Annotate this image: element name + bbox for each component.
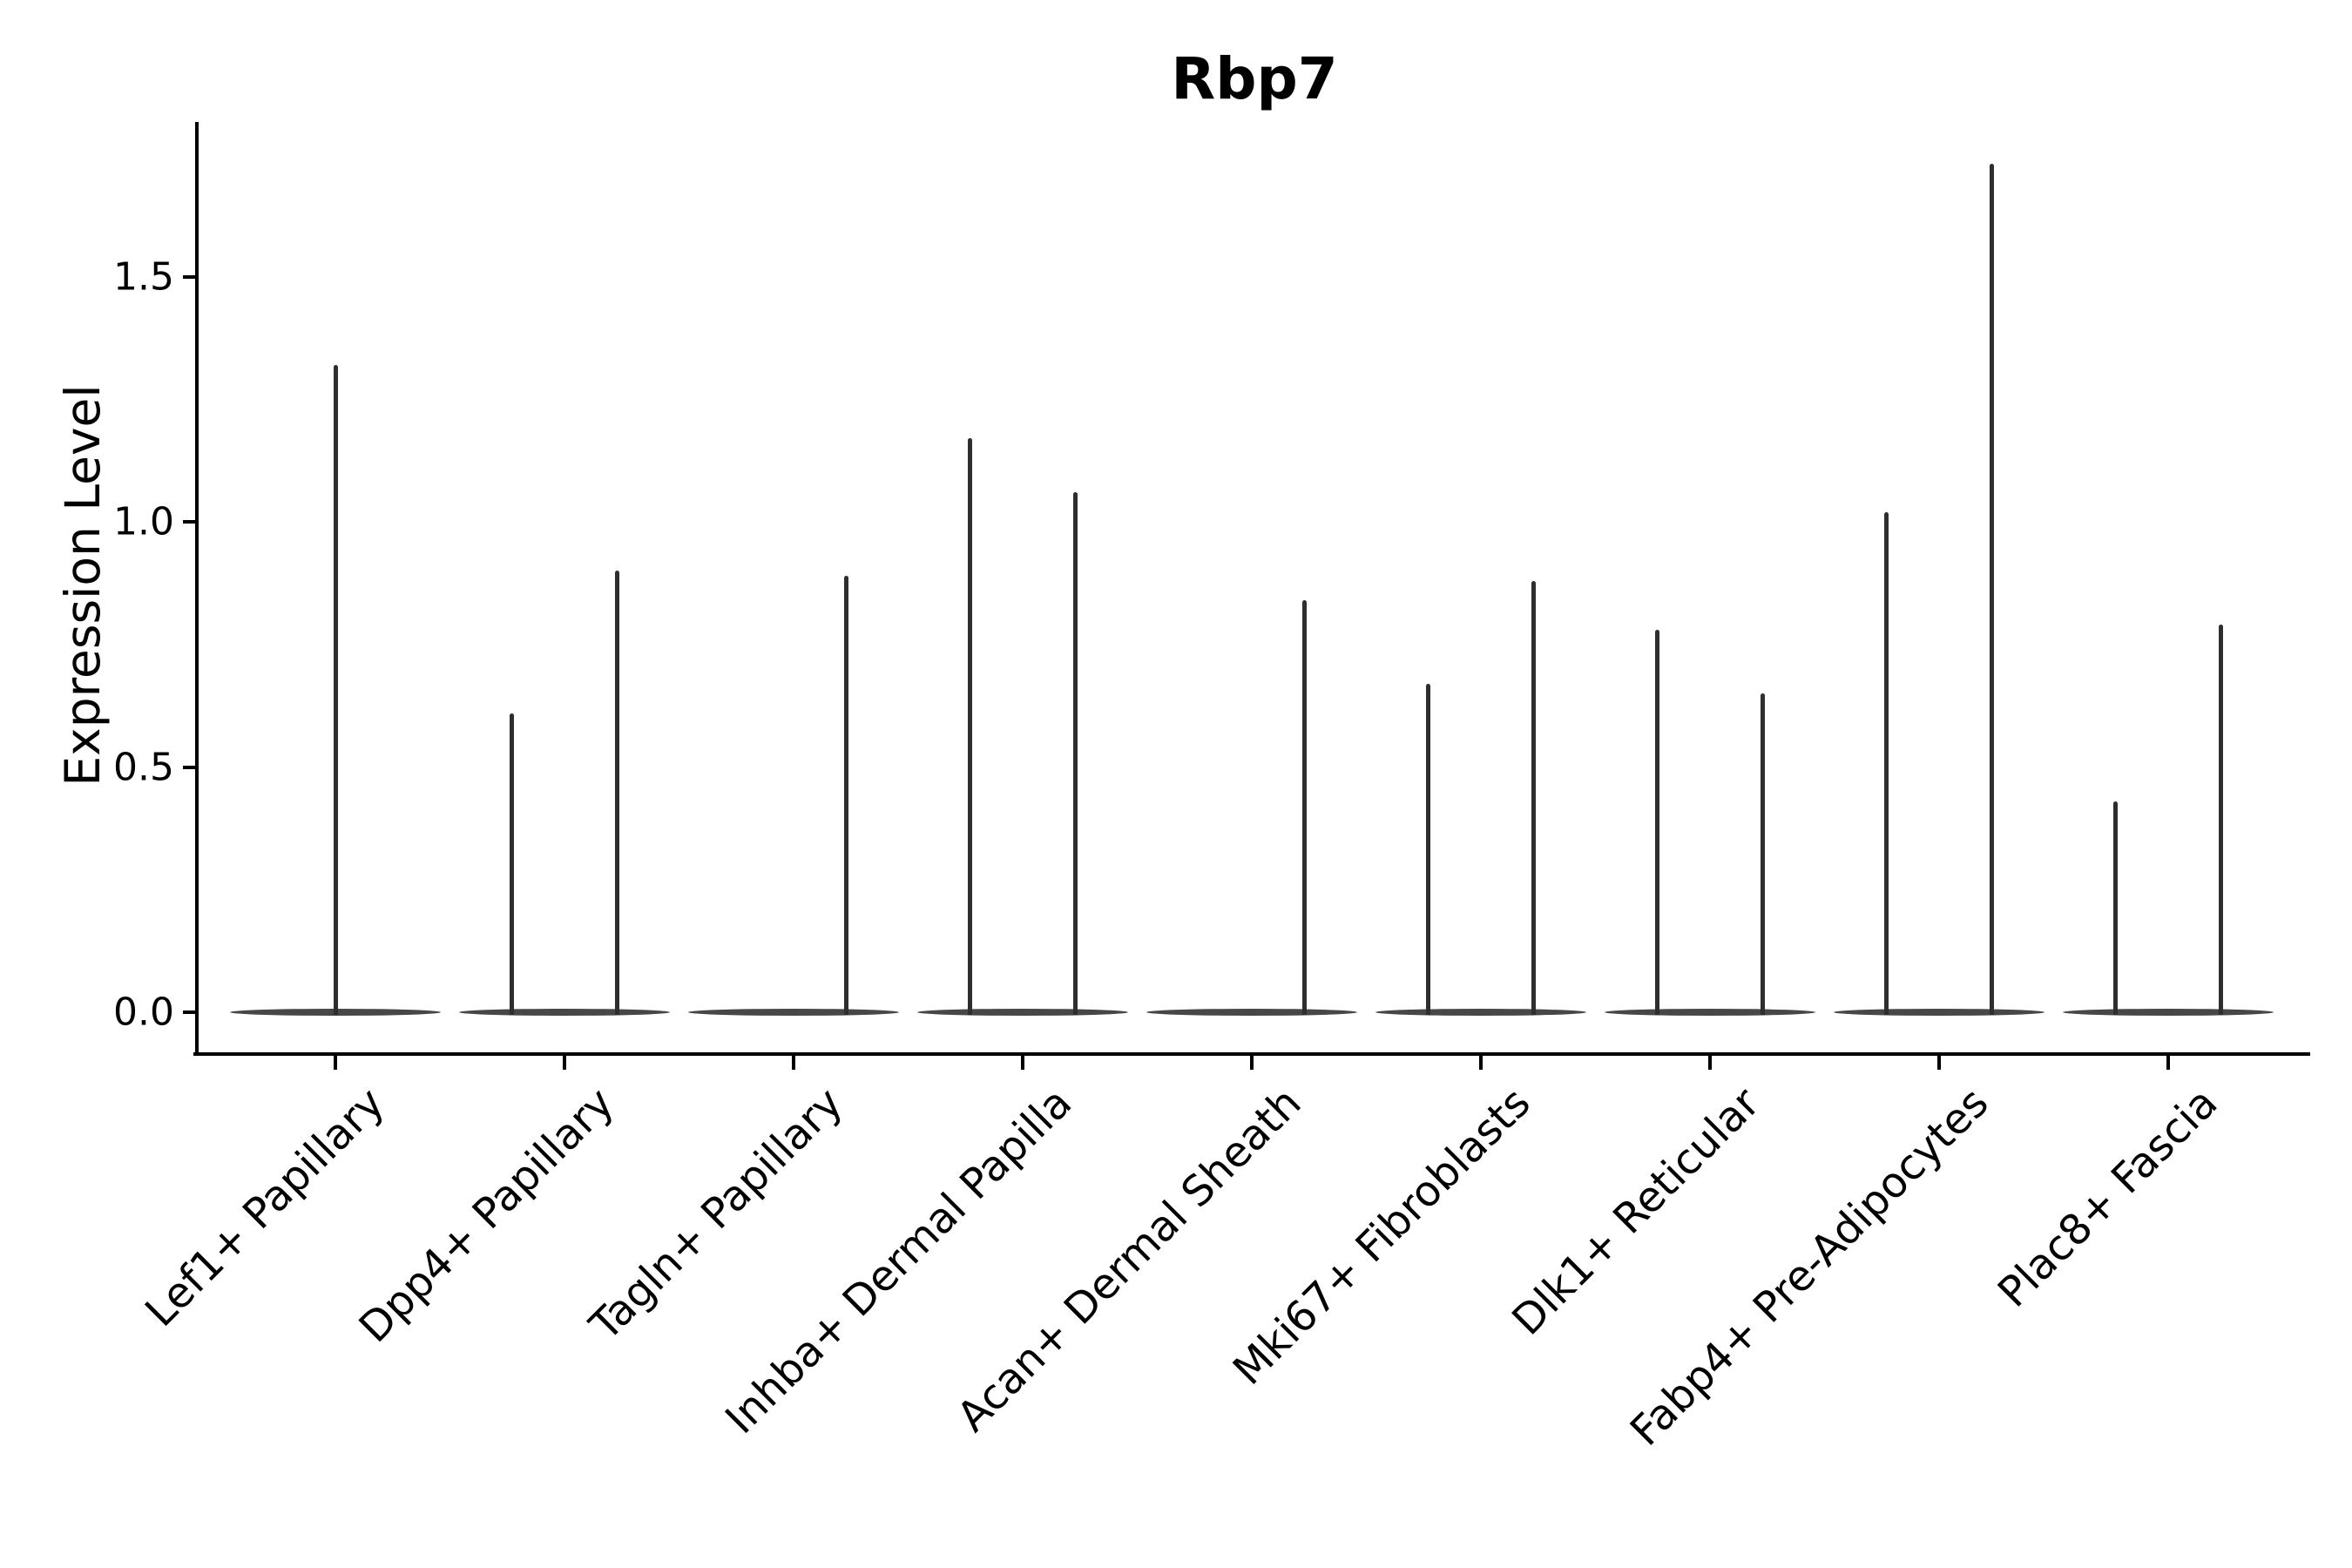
x-axis-tick <box>563 1056 566 1070</box>
y-axis-tick-label: 0.0 <box>113 990 174 1035</box>
violin-spike <box>2219 625 2223 1015</box>
x-axis-tick-label: Tagln+ Papillary <box>580 1078 853 1350</box>
violin-spike <box>1761 693 1765 1015</box>
y-axis-tick <box>183 520 197 524</box>
violin-spike <box>1884 511 1889 1015</box>
violin-spike <box>844 575 848 1015</box>
y-axis-label: Expression Level <box>55 384 111 787</box>
violin-spike <box>1990 164 1994 1015</box>
x-axis-tick <box>2166 1056 2170 1070</box>
y-axis-line <box>195 122 199 1056</box>
x-axis-tick-label: Dpp4+ Papillary <box>349 1078 624 1353</box>
y-axis-tick <box>183 765 197 769</box>
x-axis-tick-label: Dlk1+ Reticular <box>1502 1078 1769 1345</box>
x-axis-tick-label: Plac8+ Fascia <box>1989 1078 2227 1317</box>
violin-spike <box>968 438 972 1015</box>
x-axis-line <box>193 1052 2310 1056</box>
violin-spike <box>1302 600 1307 1015</box>
y-axis-tick-label: 1.0 <box>113 499 174 544</box>
violin-spike <box>1655 629 1659 1015</box>
violin-baseline <box>459 1009 670 1016</box>
violin-baseline <box>917 1009 1128 1016</box>
x-axis-tick <box>1708 1056 1712 1070</box>
violin-spike <box>2113 801 2118 1015</box>
x-axis-tick <box>1021 1056 1024 1070</box>
violin-baseline <box>1375 1009 1586 1016</box>
x-axis-tick <box>1479 1056 1483 1070</box>
x-axis-tick-label: Lef1+ Papillary <box>136 1078 395 1336</box>
violin-baseline <box>2063 1009 2274 1016</box>
violin-spike <box>1426 683 1430 1015</box>
y-axis-tick <box>183 274 197 279</box>
violin-spike <box>1073 492 1078 1015</box>
x-axis-tick <box>1937 1056 1941 1070</box>
violin-spike <box>510 713 514 1015</box>
violin-baseline <box>1146 1009 1357 1016</box>
y-axis-tick-label: 0.5 <box>113 745 174 789</box>
x-axis-tick <box>1250 1056 1254 1070</box>
x-axis-tick <box>334 1056 337 1070</box>
violin-spike <box>1531 580 1536 1015</box>
violin-baseline <box>1834 1009 2044 1016</box>
x-axis-tick <box>792 1056 795 1070</box>
plot-title: Rbp7 <box>1171 45 1338 112</box>
y-axis-tick-label: 1.5 <box>113 254 174 299</box>
violin-baseline <box>1605 1009 1815 1016</box>
y-axis-tick <box>183 1010 197 1014</box>
violin-spike <box>333 364 338 1015</box>
violin-spike <box>615 571 619 1015</box>
violin-baseline <box>688 1009 899 1016</box>
